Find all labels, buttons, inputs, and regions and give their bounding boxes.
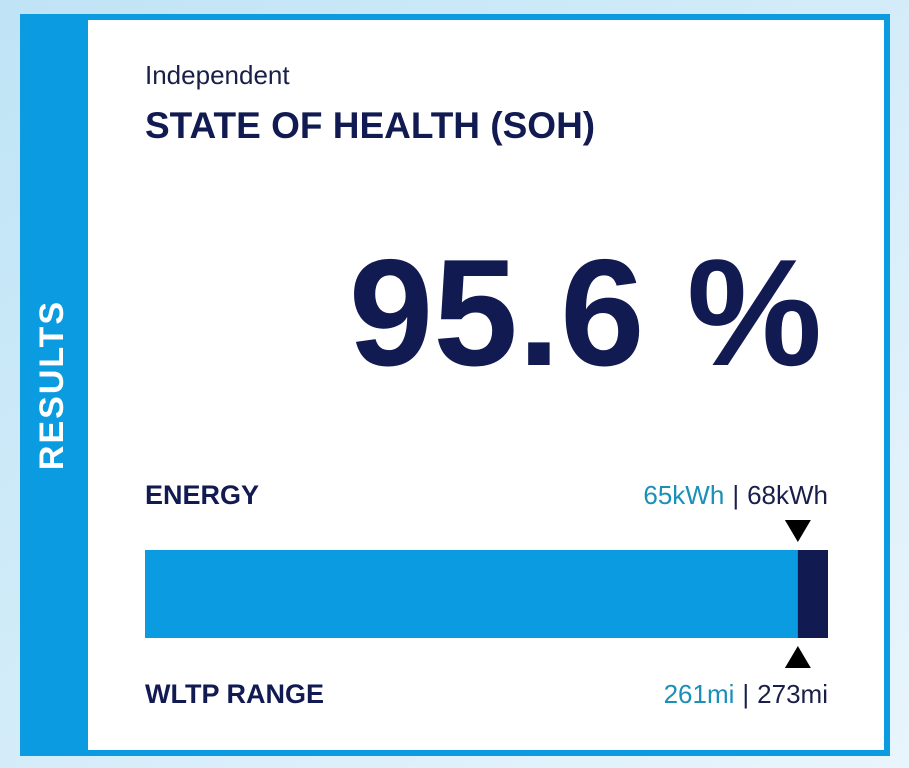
range-label: WLTP RANGE <box>145 679 324 709</box>
energy-values: 65kWh | 68kWh <box>643 480 828 510</box>
energy-current: 65kWh <box>643 480 724 510</box>
side-label: RESULTS <box>33 300 71 470</box>
range-current: 261mi <box>664 679 735 709</box>
energy-label: ENERGY <box>145 480 259 510</box>
separator: | <box>742 679 749 709</box>
range-values: 261mi | 273mi <box>664 679 828 709</box>
separator: | <box>732 480 739 510</box>
marker-top <box>784 520 811 542</box>
range-total: 273mi <box>757 679 828 709</box>
marker-bottom <box>784 646 811 668</box>
kicker: Independent <box>145 60 290 90</box>
title: STATE OF HEALTH (SOH) <box>145 105 595 146</box>
energy-total: 68kWh <box>747 480 828 510</box>
soh-value: 95.6 % <box>349 228 822 398</box>
energy-bar <box>145 550 798 638</box>
